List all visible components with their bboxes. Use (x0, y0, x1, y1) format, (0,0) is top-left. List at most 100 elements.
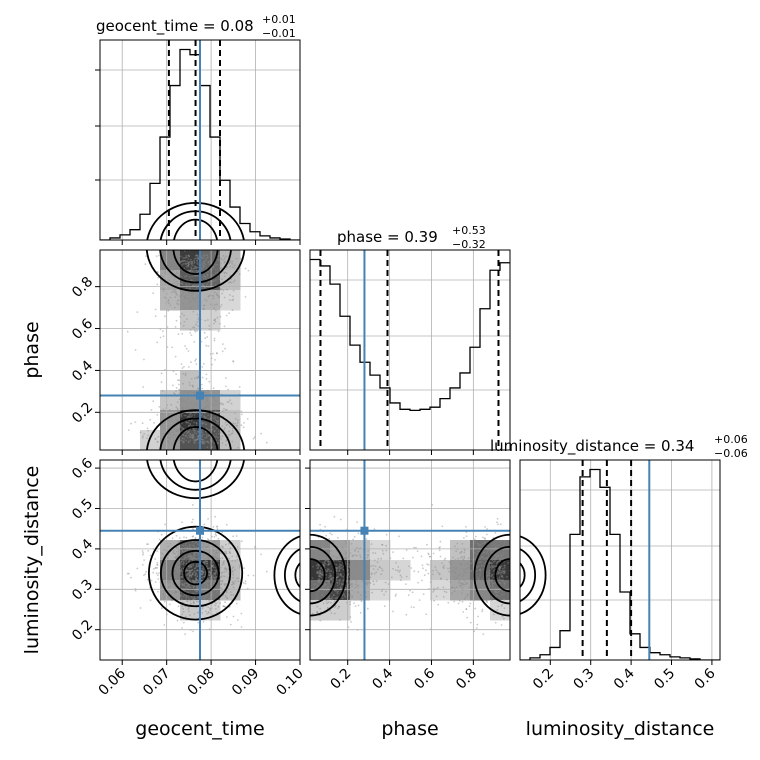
sample-point-2 (498, 567, 501, 570)
sample-point-0 (202, 308, 205, 310)
sample-point-1 (224, 606, 227, 608)
sample-point-2 (408, 565, 410, 568)
sample-point-0 (192, 292, 195, 295)
sample-point-1 (222, 546, 224, 549)
sample-point-2 (329, 584, 332, 587)
sample-point-2 (328, 546, 331, 549)
sample-point-0 (167, 256, 170, 258)
sample-point-1 (186, 582, 189, 585)
sample-point-2 (359, 598, 362, 601)
sample-point-1 (166, 557, 169, 560)
sample-point-0 (172, 420, 174, 423)
sample-point-2 (486, 557, 489, 560)
sample-point-1 (191, 569, 193, 571)
sample-point-1 (219, 557, 222, 560)
sample-point-0 (231, 430, 234, 432)
sample-point-1 (225, 591, 228, 594)
sample-point-0 (201, 438, 204, 441)
sample-point-0 (184, 374, 187, 377)
sample-point-0 (217, 275, 219, 278)
sample-point-0 (211, 280, 214, 283)
sample-point-2 (503, 567, 506, 569)
sample-point-2 (319, 573, 322, 575)
sample-point-2 (433, 599, 436, 602)
sample-point-1 (215, 575, 217, 578)
sample-point-0 (214, 272, 217, 274)
sample-point-2 (367, 579, 369, 581)
density-cell-2 (490, 540, 511, 561)
sample-point-0 (184, 294, 187, 297)
sample-point-2 (480, 564, 483, 567)
sample-point-1 (202, 571, 205, 574)
sample-point-0 (212, 396, 214, 399)
sample-point-1 (175, 570, 178, 573)
sample-point-1 (187, 560, 190, 563)
sample-point-2 (350, 573, 352, 576)
sample-point-0 (203, 421, 206, 424)
sample-point-1 (216, 549, 218, 551)
sample-point-2 (395, 561, 397, 564)
sample-point-0 (130, 422, 132, 425)
sample-point-2 (464, 596, 467, 599)
sample-point-0 (187, 421, 190, 424)
sample-point-1 (187, 577, 190, 580)
sample-point-1 (229, 551, 232, 554)
sample-point-2 (465, 526, 467, 528)
sample-point-2 (333, 559, 335, 562)
sample-point-2 (501, 590, 504, 593)
sample-point-2 (361, 575, 364, 578)
sample-point-1 (195, 557, 197, 560)
sample-point-0 (201, 376, 204, 379)
sample-point-1 (146, 543, 148, 545)
sample-point-0 (228, 312, 231, 314)
sample-point-1 (182, 560, 185, 563)
sample-point-2 (366, 566, 369, 568)
sample-point-1 (196, 586, 199, 589)
sample-point-2 (488, 578, 490, 581)
sample-point-1 (221, 580, 224, 583)
sample-point-2 (483, 558, 486, 560)
sample-point-2 (496, 561, 499, 564)
sample-point-2 (355, 565, 358, 568)
sample-point-2 (357, 591, 359, 594)
sample-point-0 (221, 278, 223, 280)
sample-point-1 (212, 565, 215, 568)
sample-point-1 (141, 564, 144, 566)
sample-point-1 (211, 575, 214, 578)
sample-point-1 (177, 572, 180, 574)
sample-point-1 (187, 578, 190, 580)
sample-point-0 (218, 439, 221, 442)
sample-point-1 (213, 573, 216, 575)
sample-point-1 (191, 541, 194, 543)
sample-point-1 (194, 574, 197, 577)
sample-point-2 (465, 535, 468, 537)
sample-point-1 (184, 544, 187, 547)
sample-point-2 (500, 554, 503, 557)
sample-point-2 (486, 574, 489, 576)
sample-point-1 (225, 550, 227, 553)
sample-point-0 (193, 405, 195, 407)
title-luminosity-distance-main: luminosity_distance = 0.34 (490, 437, 694, 456)
sample-point-1 (223, 560, 225, 563)
ylabel-phase: phase (21, 321, 43, 378)
sample-point-2 (384, 581, 387, 584)
sample-point-2 (359, 560, 361, 563)
sample-point-1 (163, 589, 165, 592)
sample-point-0 (162, 408, 165, 411)
sample-point-2 (360, 594, 362, 596)
sample-point-2 (478, 579, 481, 582)
sample-point-0 (187, 269, 190, 271)
sample-point-2 (315, 593, 318, 596)
density-cell-0 (180, 410, 201, 431)
sample-point-2 (372, 564, 374, 567)
sample-point-2 (332, 541, 335, 543)
sample-point-1 (175, 550, 178, 553)
sample-point-0 (154, 308, 157, 311)
sample-point-2 (467, 557, 470, 560)
sample-point-0 (185, 254, 188, 257)
sample-point-1 (191, 558, 194, 561)
sample-point-1 (224, 595, 227, 598)
sample-point-1 (155, 572, 158, 575)
sample-point-0 (183, 295, 186, 298)
sample-point-2 (349, 616, 352, 618)
